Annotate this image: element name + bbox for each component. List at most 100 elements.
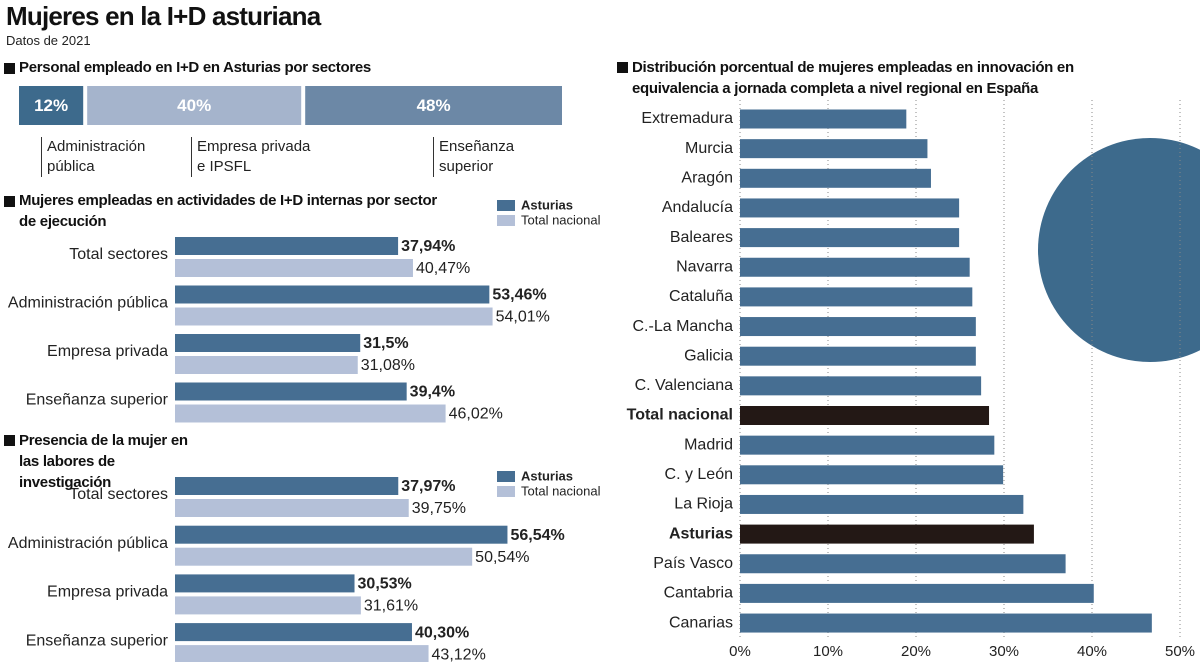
legend-swatch xyxy=(497,215,515,226)
x-tick-label: 50% xyxy=(1165,643,1195,660)
bar xyxy=(740,435,995,455)
legend-swatch xyxy=(497,471,515,482)
legend-label: Total nacional xyxy=(521,212,601,227)
category-label: Administración pública xyxy=(8,535,168,552)
bar xyxy=(175,596,361,615)
bar xyxy=(740,139,928,159)
section-title: Mujeres empleadas en actividades de I+D … xyxy=(19,192,437,230)
bar xyxy=(740,406,990,425)
value-label: 30,53% xyxy=(358,576,412,593)
category-label: Extremadura xyxy=(641,110,733,127)
value-label: 39,4% xyxy=(410,384,455,401)
category-label: C.-La Mancha xyxy=(633,318,734,335)
bar xyxy=(175,356,358,374)
bar xyxy=(740,257,970,277)
bar xyxy=(175,382,407,401)
category-label: Aragón xyxy=(681,170,733,187)
bar xyxy=(175,645,429,662)
x-tick-label: 30% xyxy=(989,643,1019,660)
x-tick-label: 10% xyxy=(813,643,843,660)
value-label: 31,61% xyxy=(364,598,418,615)
category-label: La Rioja xyxy=(674,496,733,513)
bar xyxy=(175,547,473,566)
category-label: Cantabria xyxy=(664,585,733,602)
category-label: Total sectores xyxy=(69,246,168,263)
section-marker xyxy=(4,196,15,207)
value-label: 40,47% xyxy=(416,260,470,277)
category-label: Administración pública xyxy=(8,295,168,312)
value-label: 31,08% xyxy=(361,357,415,374)
bar xyxy=(740,168,931,188)
value-label: 50,54% xyxy=(475,549,529,566)
bar xyxy=(740,228,960,248)
value-label: 12% xyxy=(34,96,68,115)
bar xyxy=(740,524,1034,544)
x-tick-label: 0% xyxy=(729,643,751,660)
bar xyxy=(175,259,413,277)
bar xyxy=(740,109,907,129)
title: Mujeres en la I+D asturiana xyxy=(6,1,321,31)
category-label: Madrid xyxy=(684,436,733,453)
bar xyxy=(175,285,490,304)
category-label: Andalucía xyxy=(662,199,733,216)
section-marker xyxy=(617,62,628,73)
x-tick-label: 40% xyxy=(1077,643,1107,660)
share-segment xyxy=(19,86,84,125)
category-label: Enseñanza superior xyxy=(26,632,169,649)
bar xyxy=(740,317,976,337)
category-label: Navarra xyxy=(676,258,733,275)
value-label: 40% xyxy=(177,96,211,115)
subtitle: Datos de 2021 xyxy=(6,33,91,48)
x-tick-label: 20% xyxy=(901,643,931,660)
category-label: Asturias xyxy=(669,525,733,542)
category-label: Enseñanza superior xyxy=(26,392,169,409)
value-label: 37,97% xyxy=(401,478,455,495)
value-label: 46,02% xyxy=(449,406,503,423)
category-label: Galicia xyxy=(684,347,733,364)
value-label: 48% xyxy=(417,96,451,115)
bar xyxy=(740,198,960,218)
legend-swatch xyxy=(497,200,515,211)
bar xyxy=(740,554,1066,574)
bar xyxy=(175,623,412,642)
value-label: 37,94% xyxy=(401,238,455,255)
category-label: C. y León xyxy=(665,466,733,483)
value-label: 53,46% xyxy=(492,287,546,304)
category-label: Administración pública xyxy=(41,137,172,177)
section-title: Distribución porcentual de mujeres emple… xyxy=(632,59,1074,97)
legend-swatch xyxy=(497,486,515,497)
bar xyxy=(175,307,493,326)
category-label: Total nacional xyxy=(627,407,733,424)
section-marker xyxy=(4,63,15,74)
bar xyxy=(175,574,355,593)
bar xyxy=(740,583,1094,603)
category-label: Canarias xyxy=(669,614,733,631)
legend-label: Asturias xyxy=(521,468,573,483)
category-label: Empresa privada e IPSFL xyxy=(191,137,316,177)
bar xyxy=(740,613,1152,633)
category-label: Baleares xyxy=(670,229,733,246)
bar xyxy=(175,525,508,544)
value-label: 43,12% xyxy=(432,646,486,662)
bar xyxy=(740,494,1024,514)
category-label: Empresa privada xyxy=(47,584,168,601)
category-label: Total sectores xyxy=(69,486,168,503)
category-label: Enseñanza superior xyxy=(433,137,539,177)
category-label: Empresa privada xyxy=(47,343,168,360)
bar xyxy=(740,376,982,396)
bar xyxy=(740,287,973,307)
value-label: 40,30% xyxy=(415,624,469,641)
value-label: 54,01% xyxy=(496,309,550,326)
value-label: 39,75% xyxy=(412,500,466,517)
decoration-circle xyxy=(1038,138,1200,362)
category-label: C. Valenciana xyxy=(635,377,734,394)
category-label: Murcia xyxy=(685,140,733,157)
bar xyxy=(740,465,1004,485)
share-segment xyxy=(87,86,302,125)
legend-label: Asturias xyxy=(521,197,573,212)
category-label: País Vasco xyxy=(653,555,733,572)
section-title: Personal empleado en I+D en Asturias por… xyxy=(19,59,371,76)
legend-label: Total nacional xyxy=(521,483,601,498)
